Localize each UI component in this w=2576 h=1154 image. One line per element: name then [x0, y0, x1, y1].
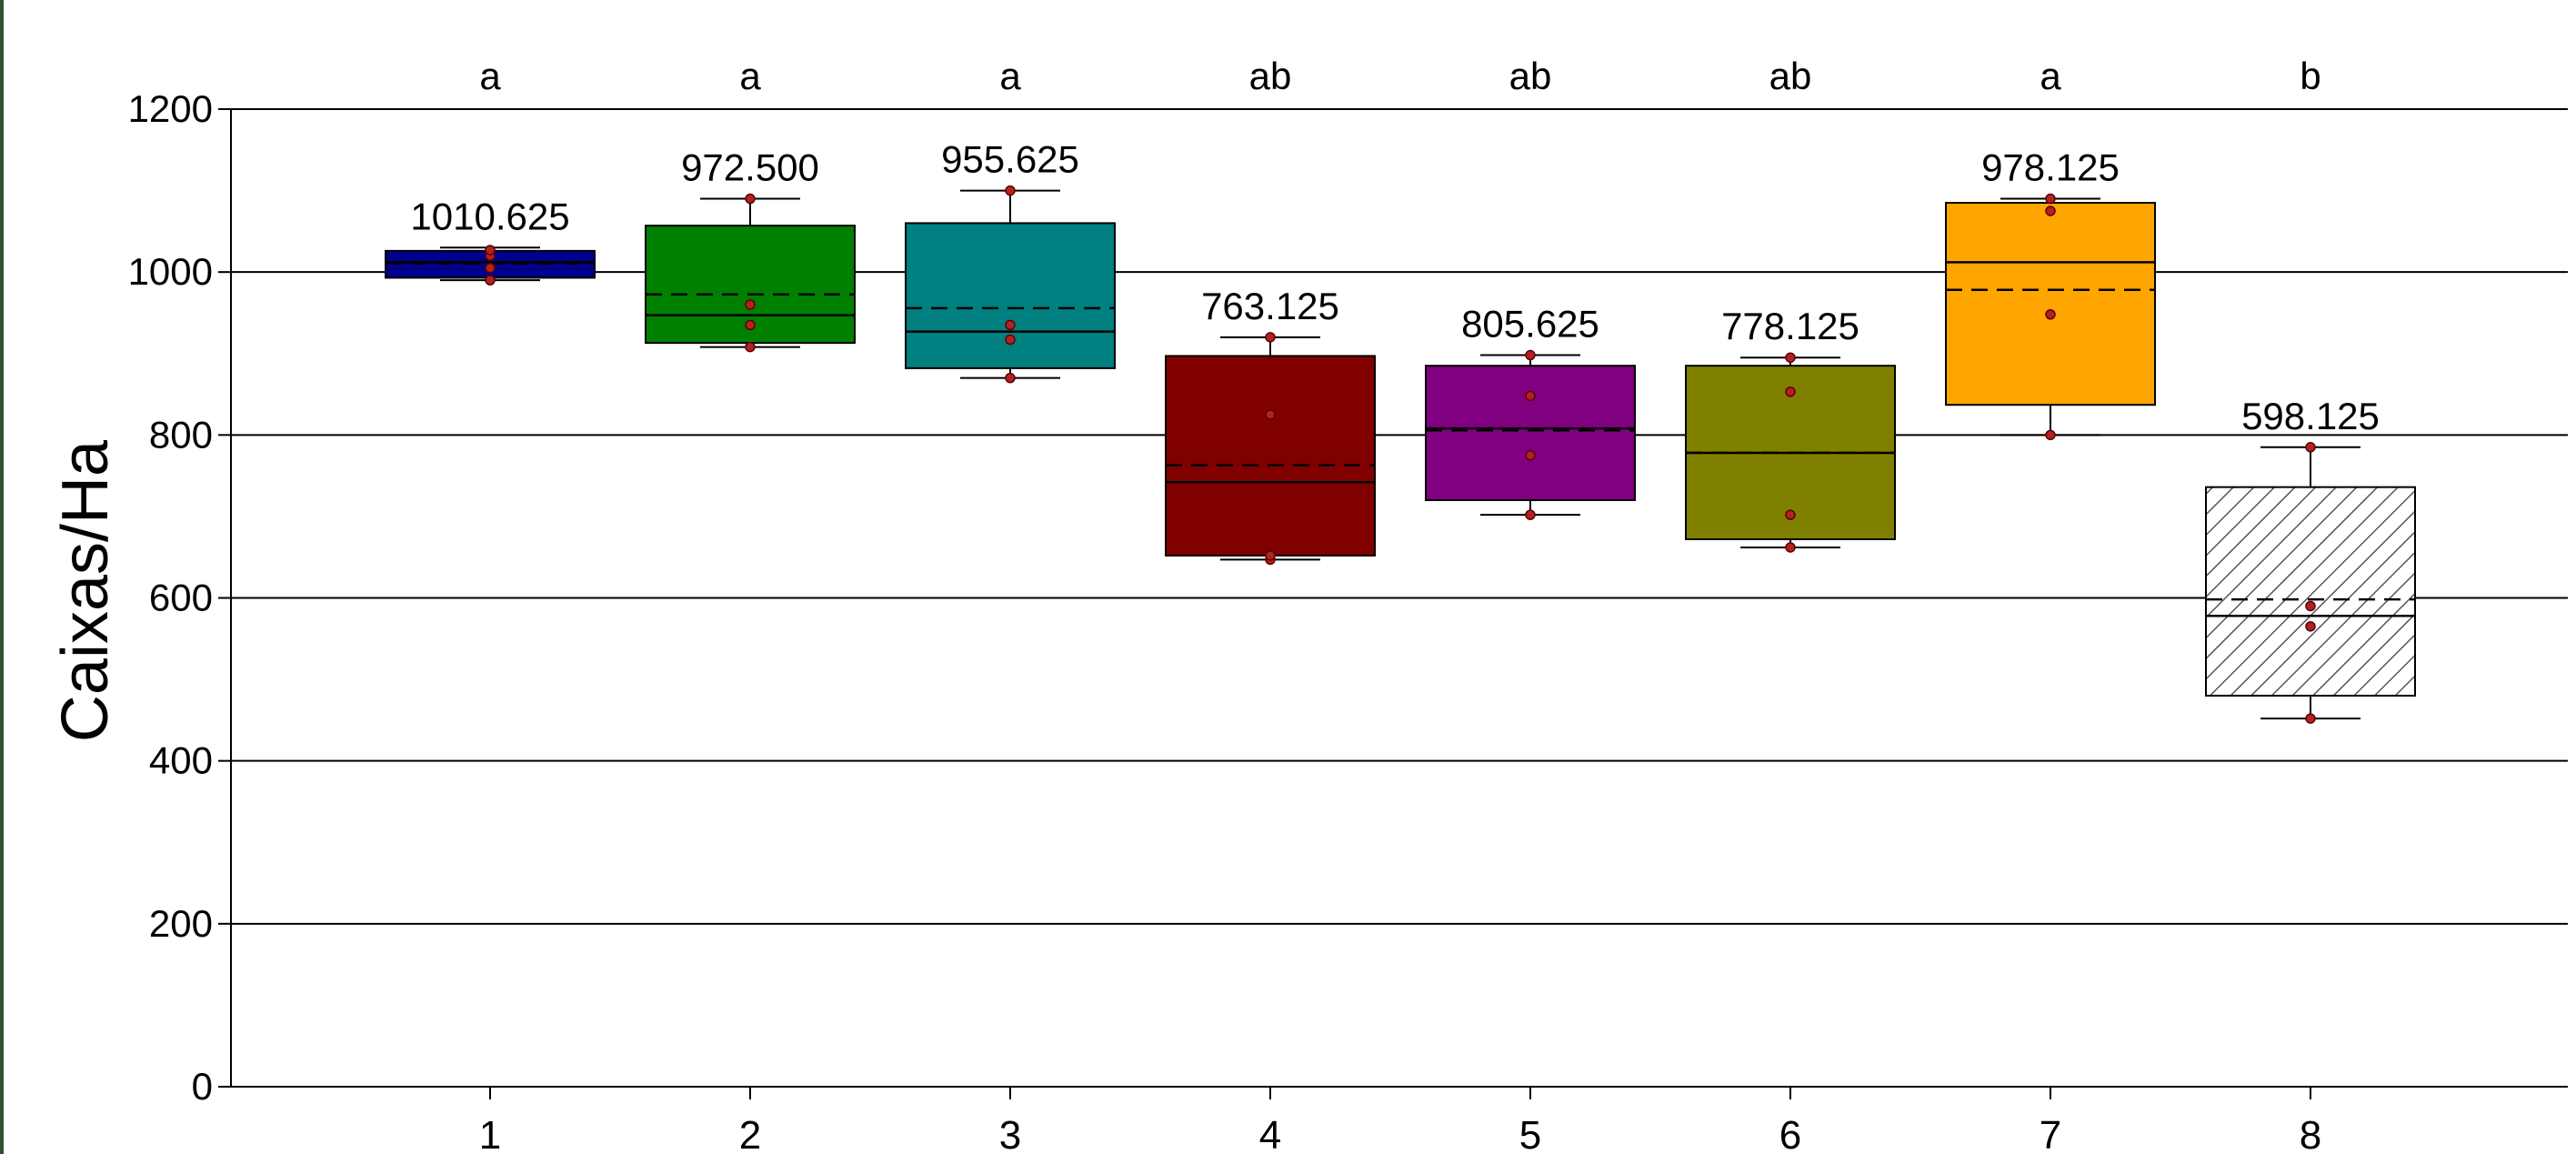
- group-letter-1: a: [479, 55, 501, 97]
- box-7: [1945, 193, 2156, 441]
- data-point: [1525, 509, 1536, 520]
- grid-lines: [231, 108, 2568, 925]
- box-2: [645, 193, 856, 353]
- data-point: [2305, 600, 2316, 612]
- axes: [218, 108, 2568, 1099]
- data-point: [2045, 193, 2056, 205]
- box-8: [2205, 442, 2416, 724]
- group-letter-5: ab: [1509, 55, 1552, 97]
- mean-label-1: 1010.625: [410, 195, 569, 237]
- x-tick-label-1: 1: [479, 1113, 501, 1154]
- mean-label-3: 955.625: [941, 138, 1079, 181]
- data-point: [2045, 206, 2056, 216]
- data-point: [745, 319, 756, 331]
- y-tick-label-200: 200: [149, 902, 213, 945]
- data-point: [1785, 352, 1796, 363]
- group-letter-6: ab: [1769, 55, 1812, 97]
- data-point: [1265, 550, 1276, 561]
- group-letter-7: a: [2040, 55, 2061, 97]
- data-point: [1005, 334, 1016, 346]
- x-tick-label-6: 6: [1779, 1113, 1801, 1154]
- data-point: [2305, 621, 2316, 632]
- mean-label-4: 763.125: [1201, 285, 1339, 327]
- box-5: [1425, 349, 1636, 520]
- mean-label-8: 598.125: [2241, 395, 2380, 437]
- data-point: [1265, 332, 1276, 343]
- data-point: [1525, 449, 1536, 461]
- data-point: [485, 245, 496, 256]
- y-tick-label-1200: 1200: [128, 87, 213, 130]
- box-plot-chart: 0 200 400 600 800 1000 1200 1 1010.625 a 2 972.500 a…: [49, 55, 2568, 1154]
- data-point: [2045, 309, 2056, 320]
- group-letter-8: b: [2300, 55, 2320, 97]
- box-body: [2205, 486, 2416, 697]
- mean-label-7: 978.125: [1981, 146, 2120, 189]
- x-tick-label-3: 3: [999, 1113, 1021, 1154]
- mean-label-6: 778.125: [1721, 305, 1859, 347]
- x-tick-label-2: 2: [739, 1113, 761, 1154]
- box-4: [1165, 332, 1376, 566]
- x-tick-label-8: 8: [2300, 1113, 2321, 1154]
- group-letter-3: a: [999, 55, 1021, 97]
- data-point: [1525, 349, 1536, 361]
- data-point: [2305, 713, 2316, 724]
- y-tick-label-0: 0: [192, 1065, 213, 1108]
- data-point: [745, 341, 756, 353]
- y-tick-label-1000: 1000: [128, 250, 213, 293]
- x-tick-label-4: 4: [1259, 1113, 1281, 1154]
- group-letter-2: a: [739, 55, 761, 97]
- data-point: [745, 299, 756, 310]
- box-3: [905, 185, 1116, 384]
- box-body: [905, 222, 1116, 369]
- labels: 0 200 400 600 800 1000 1200 1 1010.625 a 2 972.500 a…: [128, 55, 2380, 1154]
- data-point: [1785, 542, 1796, 553]
- y-tick-label-400: 400: [149, 739, 213, 782]
- mean-label-2: 972.500: [681, 146, 819, 189]
- box-body: [1425, 365, 1636, 501]
- data-point: [2305, 442, 2316, 453]
- group-letter-4: ab: [1249, 55, 1292, 97]
- y-tick-label-600: 600: [149, 577, 213, 619]
- x-tick-label-5: 5: [1519, 1113, 1541, 1154]
- data-point: [1265, 409, 1276, 420]
- data-point: [2045, 429, 2056, 441]
- boxes: [385, 185, 2416, 724]
- data-point: [485, 275, 496, 286]
- data-point: [1005, 372, 1016, 384]
- mean-label-5: 805.625: [1461, 303, 1599, 346]
- data-point: [1525, 390, 1536, 402]
- box-6: [1685, 352, 1896, 553]
- x-tick-label-7: 7: [2040, 1113, 2061, 1154]
- y-tick-label-800: 800: [149, 413, 213, 456]
- data-point: [1005, 185, 1016, 196]
- data-point: [1785, 509, 1796, 520]
- data-point: [1005, 319, 1016, 331]
- box-body: [1165, 355, 1376, 557]
- data-point: [1785, 386, 1796, 397]
- box-body: [1945, 202, 2156, 406]
- data-point: [745, 193, 756, 205]
- y-axis-label: Caixas/Ha: [49, 439, 122, 742]
- box-1: [385, 245, 596, 286]
- data-point: [485, 262, 496, 274]
